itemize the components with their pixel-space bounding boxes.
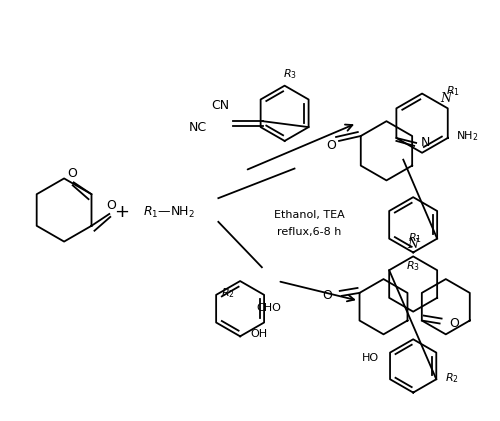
Text: N: N: [408, 238, 418, 251]
Text: +: +: [114, 203, 129, 221]
Text: O: O: [322, 289, 332, 302]
Text: O: O: [106, 199, 116, 212]
Text: NC: NC: [188, 120, 206, 133]
Text: O: O: [326, 139, 336, 152]
Text: NH$_2$: NH$_2$: [456, 129, 478, 143]
Text: N: N: [440, 92, 452, 105]
Text: $R_2$: $R_2$: [222, 286, 235, 300]
Text: N: N: [421, 136, 430, 149]
Text: $R_3$: $R_3$: [406, 259, 420, 273]
Text: CHO: CHO: [256, 303, 281, 313]
Text: $R_1$: $R_1$: [446, 84, 460, 98]
Text: CN: CN: [212, 99, 230, 112]
Text: $R_2$: $R_2$: [445, 371, 458, 385]
Text: $R_3$: $R_3$: [282, 67, 296, 81]
Text: O: O: [67, 168, 76, 181]
Text: O: O: [450, 317, 460, 330]
Text: OH: OH: [250, 329, 267, 339]
Text: reflux,6-8 h: reflux,6-8 h: [277, 227, 342, 237]
Text: HO: HO: [362, 353, 378, 363]
Text: Ethanol, TEA: Ethanol, TEA: [274, 210, 344, 220]
Text: $R_1$: $R_1$: [408, 231, 422, 245]
Text: $R_1$—NH$_2$: $R_1$—NH$_2$: [143, 205, 195, 219]
